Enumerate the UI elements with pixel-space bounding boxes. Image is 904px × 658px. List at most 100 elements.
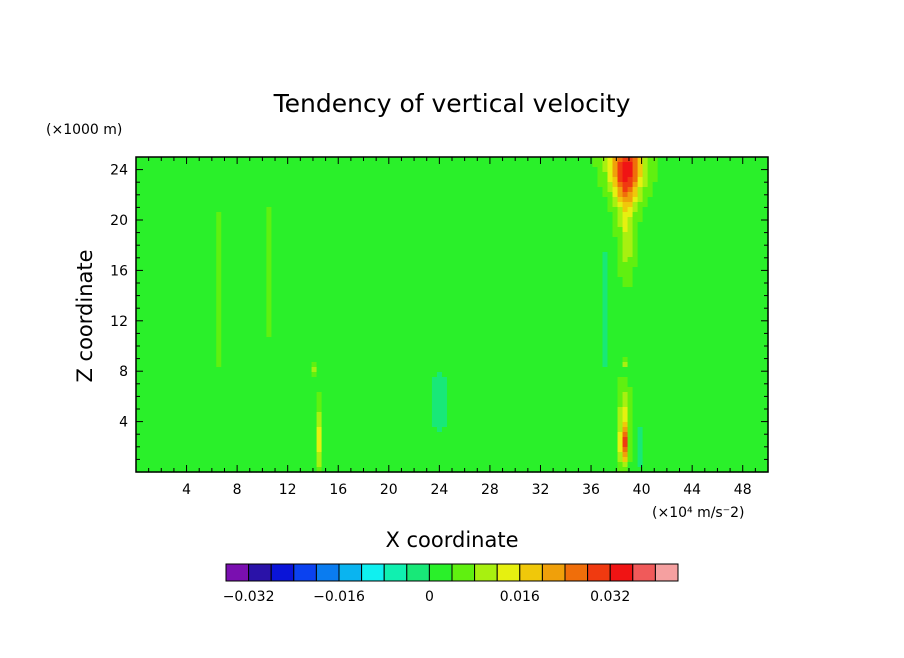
heatmap-cell (747, 217, 754, 223)
heatmap-cell (592, 167, 599, 173)
heatmap-cell (637, 177, 644, 183)
heatmap-cell (687, 202, 694, 208)
heatmap-cell (582, 347, 589, 353)
heatmap-cell (186, 267, 192, 273)
heatmap-cell (577, 342, 584, 348)
heatmap-cell (356, 267, 363, 273)
heatmap-cell (381, 217, 388, 223)
heatmap-cell (557, 172, 563, 178)
heatmap-cell (361, 192, 368, 198)
heatmap-cell (206, 232, 212, 238)
heatmap-cell (361, 337, 368, 343)
heatmap-cell (146, 312, 152, 318)
heatmap-cell (472, 327, 478, 333)
heatmap-cell (181, 327, 187, 333)
heatmap-cell (311, 317, 318, 323)
heatmap-cell (281, 217, 288, 223)
heatmap-cell (256, 317, 262, 323)
heatmap-cell (376, 187, 383, 193)
heatmap-cell (321, 297, 328, 303)
heatmap-cell (732, 207, 739, 213)
heatmap-cell (597, 332, 604, 338)
heatmap-cell (141, 337, 147, 343)
heatmap-cell (306, 232, 313, 238)
heatmap-cell (401, 222, 408, 228)
heatmap-cell (752, 272, 759, 278)
heatmap-cell (396, 302, 403, 308)
heatmap-cell (762, 322, 769, 328)
heatmap-cell (712, 177, 719, 183)
heatmap-cell (256, 327, 262, 333)
heatmap-cell (617, 232, 624, 238)
heatmap-cell (557, 277, 563, 283)
heatmap-cell (281, 307, 288, 313)
heatmap-cell (627, 347, 634, 353)
heatmap-cell (281, 247, 288, 253)
heatmap-cell (341, 347, 348, 353)
heatmap-cell (742, 297, 749, 303)
heatmap-cell (416, 302, 423, 308)
heatmap-cell (532, 212, 538, 218)
heatmap-cell (622, 252, 629, 258)
heatmap-cell (657, 232, 664, 238)
heatmap-cell (487, 287, 493, 293)
heatmap-cell (441, 197, 448, 203)
heatmap-cell (762, 247, 769, 253)
heatmap-cell (527, 332, 533, 338)
heatmap-cell (637, 327, 644, 333)
heatmap-cell (702, 277, 709, 283)
heatmap-cell (166, 207, 172, 213)
heatmap-cell (416, 327, 423, 333)
heatmap-cell (752, 227, 759, 233)
heatmap-cell (602, 162, 609, 168)
heatmap-cell (652, 237, 659, 243)
heatmap-cell (221, 232, 227, 238)
heatmap-cell (607, 232, 614, 238)
heatmap-cell (441, 207, 448, 213)
heatmap-cell (667, 172, 674, 178)
heatmap-cell (552, 232, 558, 238)
heatmap-cell (156, 237, 162, 243)
heatmap-cell (717, 227, 724, 233)
heatmap-cell (266, 317, 273, 323)
heatmap-cell (672, 297, 679, 303)
heatmap-cell (477, 272, 483, 278)
heatmap-cell (747, 337, 754, 343)
heatmap-cell (547, 337, 553, 343)
heatmap-cell (502, 182, 508, 188)
heatmap-cell (452, 177, 458, 183)
heatmap-cell (366, 257, 373, 263)
heatmap-cell (301, 307, 308, 313)
heatmap-cell (146, 292, 152, 298)
heatmap-cell (251, 197, 257, 203)
heatmap-cell (216, 217, 222, 223)
heatmap-cell (622, 297, 629, 303)
heatmap-cell (587, 297, 594, 303)
heatmap-cell (517, 157, 523, 163)
heatmap-cell (366, 252, 373, 258)
heatmap-cell (416, 247, 423, 253)
heatmap-cell (376, 317, 383, 323)
heatmap-cell (512, 242, 518, 248)
heatmap-cell (376, 192, 383, 198)
heatmap-cell (752, 322, 759, 328)
heatmap-cell (707, 287, 714, 293)
heatmap-cell (136, 282, 142, 288)
heatmap-cell (762, 307, 769, 313)
heatmap-cell (301, 322, 308, 328)
heatmap-cell (662, 242, 669, 248)
heatmap-cell (201, 282, 207, 288)
heatmap-cell (507, 212, 513, 218)
heatmap-cell (697, 297, 704, 303)
heatmap-cell (517, 307, 523, 313)
heatmap-cell (492, 332, 498, 338)
heatmap-cell (256, 217, 262, 223)
heatmap-cell (231, 167, 237, 173)
heatmap-cell (176, 247, 182, 253)
heatmap-cell (381, 192, 388, 198)
heatmap-cell (672, 172, 679, 178)
heatmap-cell (336, 317, 343, 323)
heatmap-cell (381, 297, 388, 303)
heatmap-cell (221, 272, 227, 278)
heatmap-cell (627, 162, 634, 168)
